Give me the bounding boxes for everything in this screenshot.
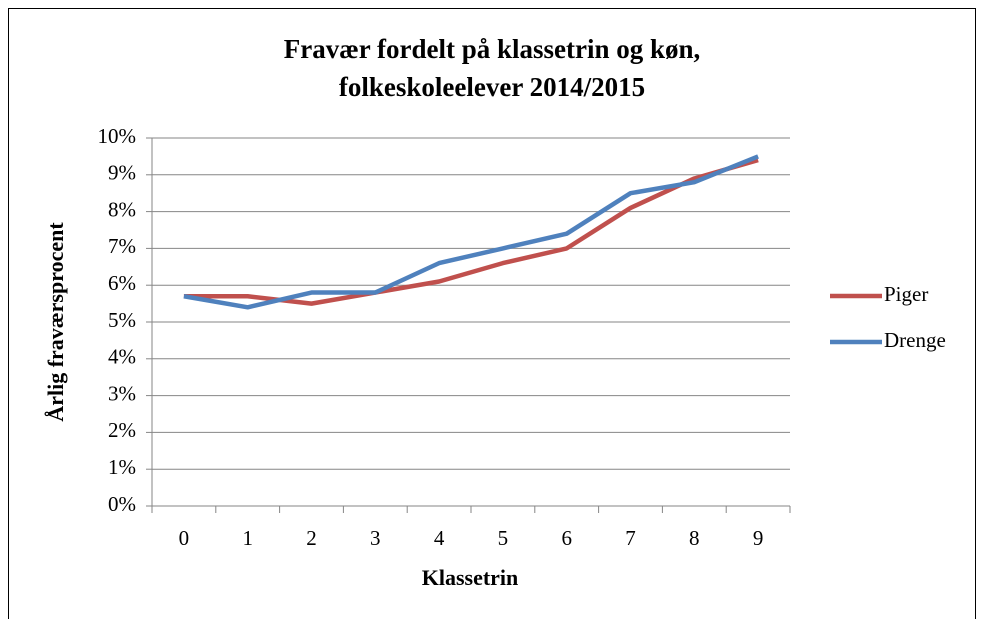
x-tick-label: 1	[242, 526, 253, 550]
frame	[8, 8, 976, 619]
y-tick-label: 8%	[108, 197, 136, 221]
y-tick-label: 0%	[108, 492, 136, 516]
y-tick-label: 7%	[108, 234, 136, 258]
y-tick-label: 9%	[108, 161, 136, 185]
x-tick-label: 9	[753, 526, 764, 550]
y-axis-title: Årlig fraværsprocent	[43, 222, 68, 422]
y-tick-label: 5%	[108, 308, 136, 332]
x-tick-label: 3	[370, 526, 381, 550]
x-tick-label: 8	[689, 526, 700, 550]
y-tick-label: 4%	[108, 345, 136, 369]
x-tick-label: 0	[179, 526, 190, 550]
y-tick-label: 10%	[98, 124, 137, 148]
x-tick-label: 6	[561, 526, 572, 550]
y-tick-label: 3%	[108, 381, 136, 405]
x-axis-title: Klassetrin	[422, 565, 519, 590]
y-tick-label: 1%	[108, 455, 136, 479]
x-tick-label: 4	[434, 526, 445, 550]
x-tick-label: 7	[625, 526, 636, 550]
chart-title: Fravær fordelt på klassetrin og køn,	[284, 34, 701, 64]
legend-label: Drenge	[884, 328, 946, 352]
chart-title: folkeskoleelever 2014/2015	[339, 72, 645, 102]
y-tick-label: 2%	[108, 418, 136, 442]
x-tick-label: 2	[306, 526, 317, 550]
y-tick-label: 6%	[108, 271, 136, 295]
series-line	[183, 154, 759, 310]
x-tick-label: 5	[498, 526, 509, 550]
legend-label: Piger	[884, 282, 928, 306]
